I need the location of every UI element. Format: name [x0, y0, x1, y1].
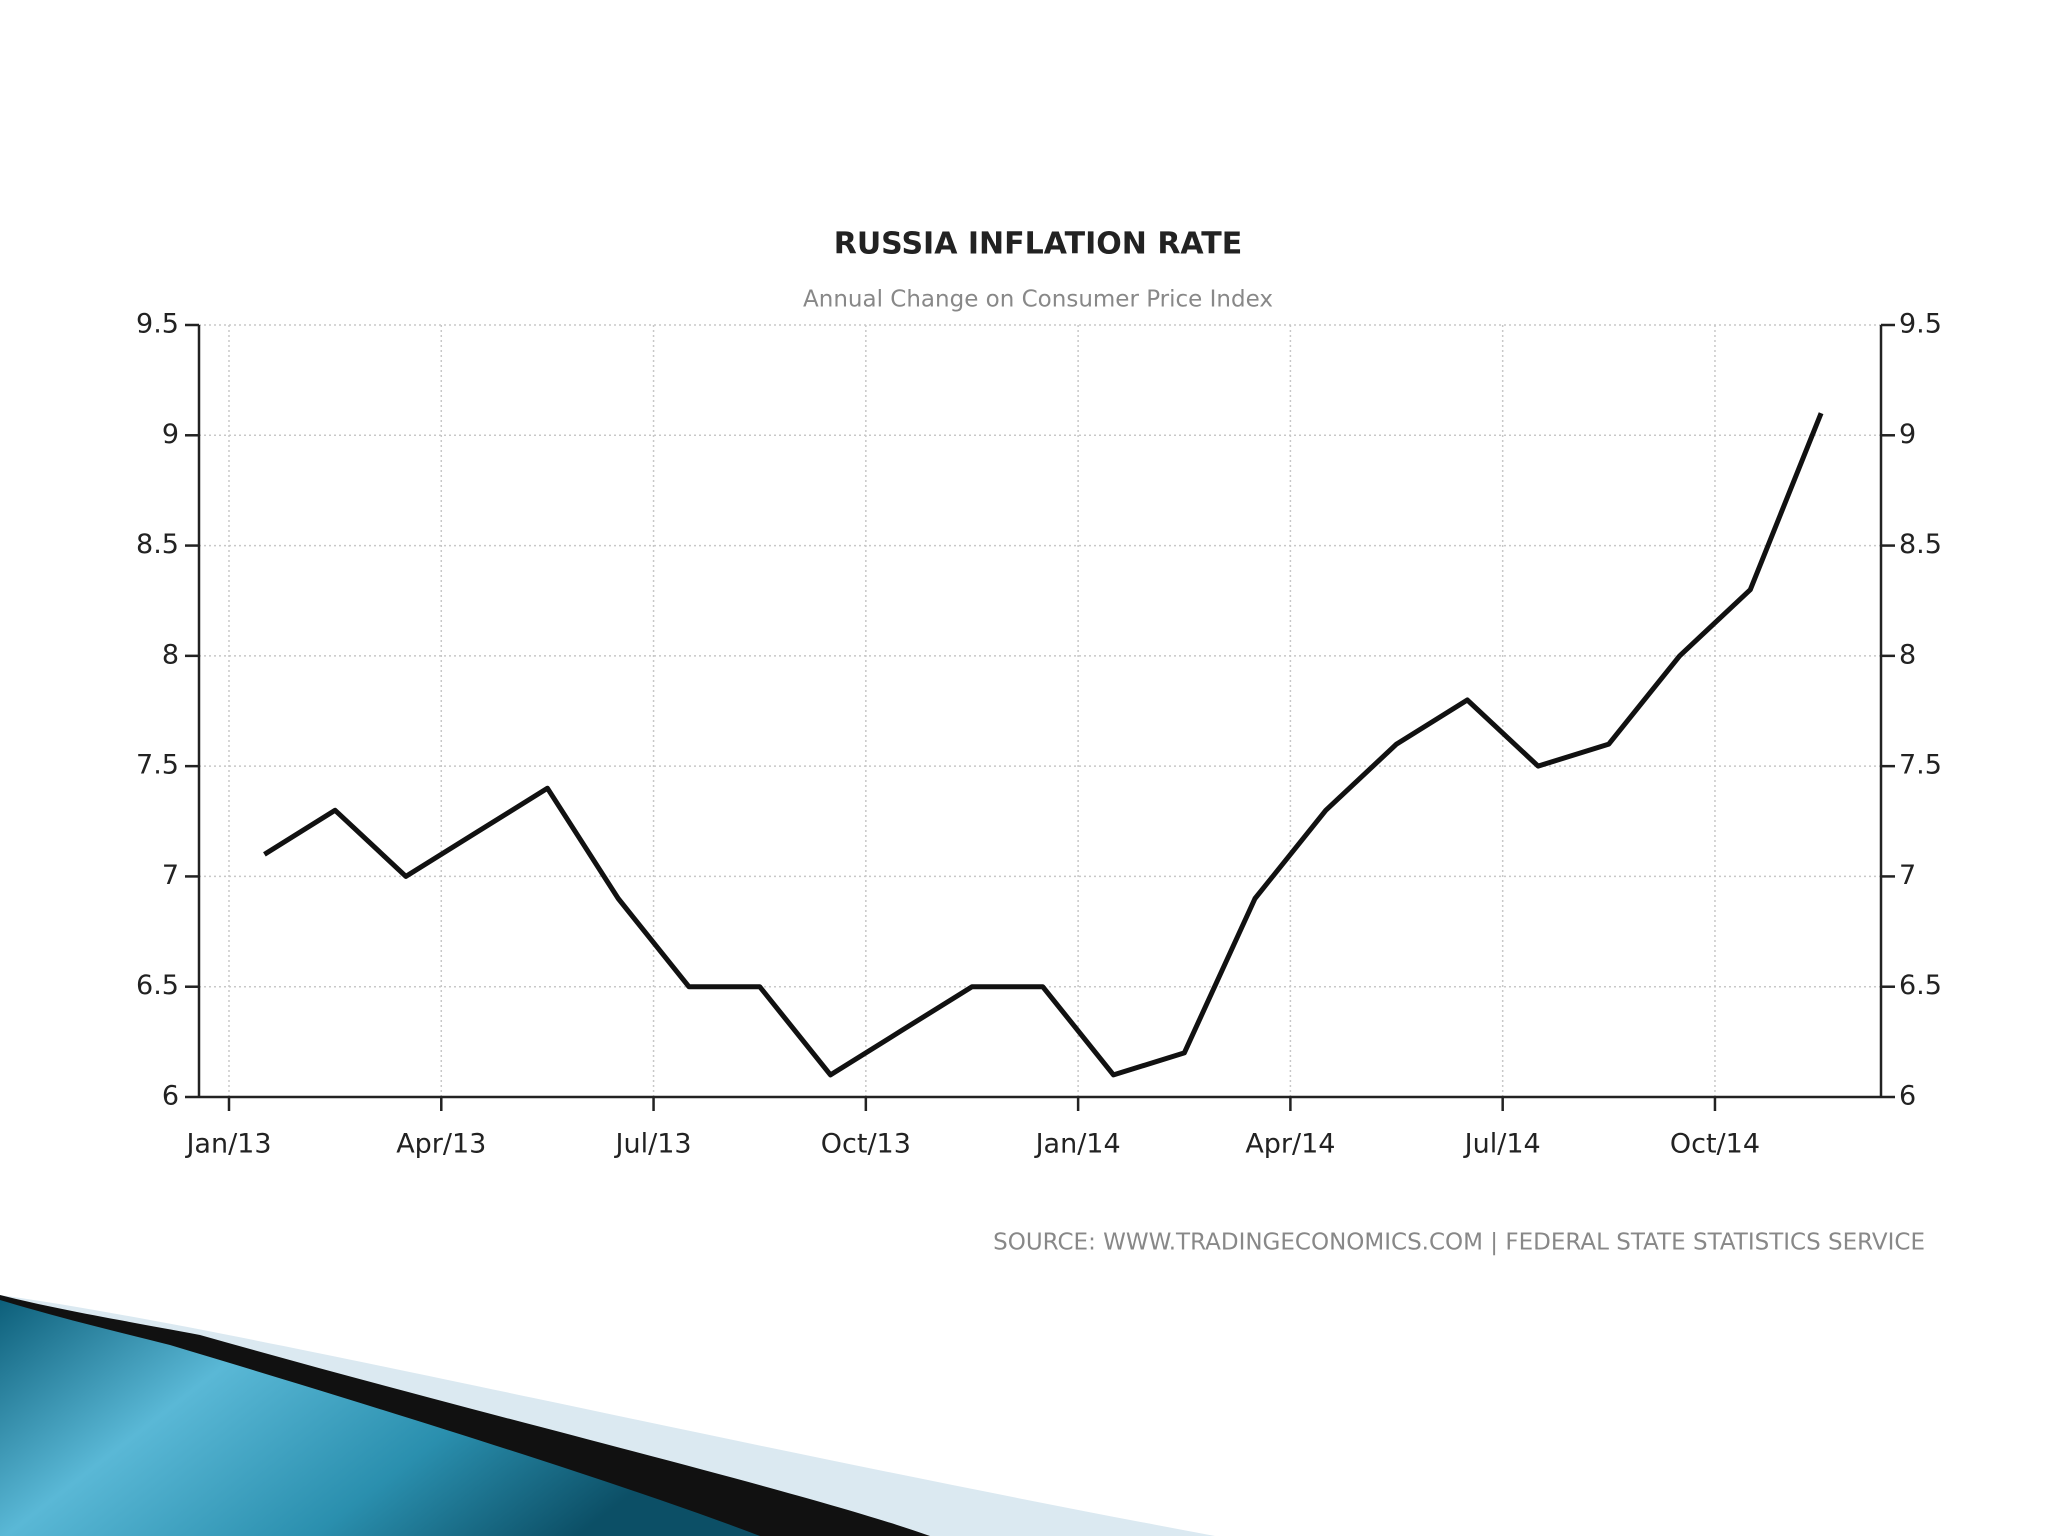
y-tick-label: 9.5 — [136, 309, 179, 340]
x-tick-label: Oct/14 — [1670, 1129, 1760, 1160]
y2-tick-label: 9 — [1899, 419, 1916, 450]
chart-subtitle: Annual Change on Consumer Price Index — [803, 287, 1273, 313]
line-series — [263, 412, 1824, 1078]
y2-tick-label: 6 — [1899, 1081, 1916, 1112]
y-tick-label: 6 — [162, 1081, 179, 1112]
x-tick-label: Apr/14 — [1245, 1129, 1335, 1160]
y2-tick-label: 7.5 — [1899, 750, 1942, 781]
swoosh-blue — [0, 1300, 760, 1536]
y-tick-label: 8.5 — [136, 529, 179, 560]
x-tick-label: Oct/13 — [821, 1129, 911, 1160]
y-tick-label: 7 — [162, 860, 179, 891]
y-tick-label: 7.5 — [136, 750, 179, 781]
x-tick-label: Apr/13 — [396, 1129, 486, 1160]
y2-tick-label: 6.5 — [1899, 970, 1942, 1001]
y2-tick-label: 9.5 — [1899, 309, 1942, 340]
source-note: SOURCE: WWW.TRADINGECONOMICS.COM | FEDER… — [993, 1230, 1925, 1256]
x-tick-label: Jan/13 — [184, 1129, 271, 1160]
y-tick-label: 6.5 — [136, 970, 179, 1001]
y2-tick-label: 7 — [1899, 860, 1916, 891]
chart-title: RUSSIA INFLATION RATE — [834, 227, 1243, 262]
x-tick-label: Jul/14 — [1463, 1129, 1541, 1160]
x-tick-label: Jul/13 — [614, 1129, 692, 1160]
x-tick-label: Jan/14 — [1034, 1129, 1121, 1160]
y-tick-label: 9 — [162, 419, 179, 450]
y2-tick-label: 8.5 — [1899, 529, 1942, 560]
y2-tick-label: 8 — [1899, 639, 1916, 670]
y-tick-label: 8 — [162, 639, 179, 670]
